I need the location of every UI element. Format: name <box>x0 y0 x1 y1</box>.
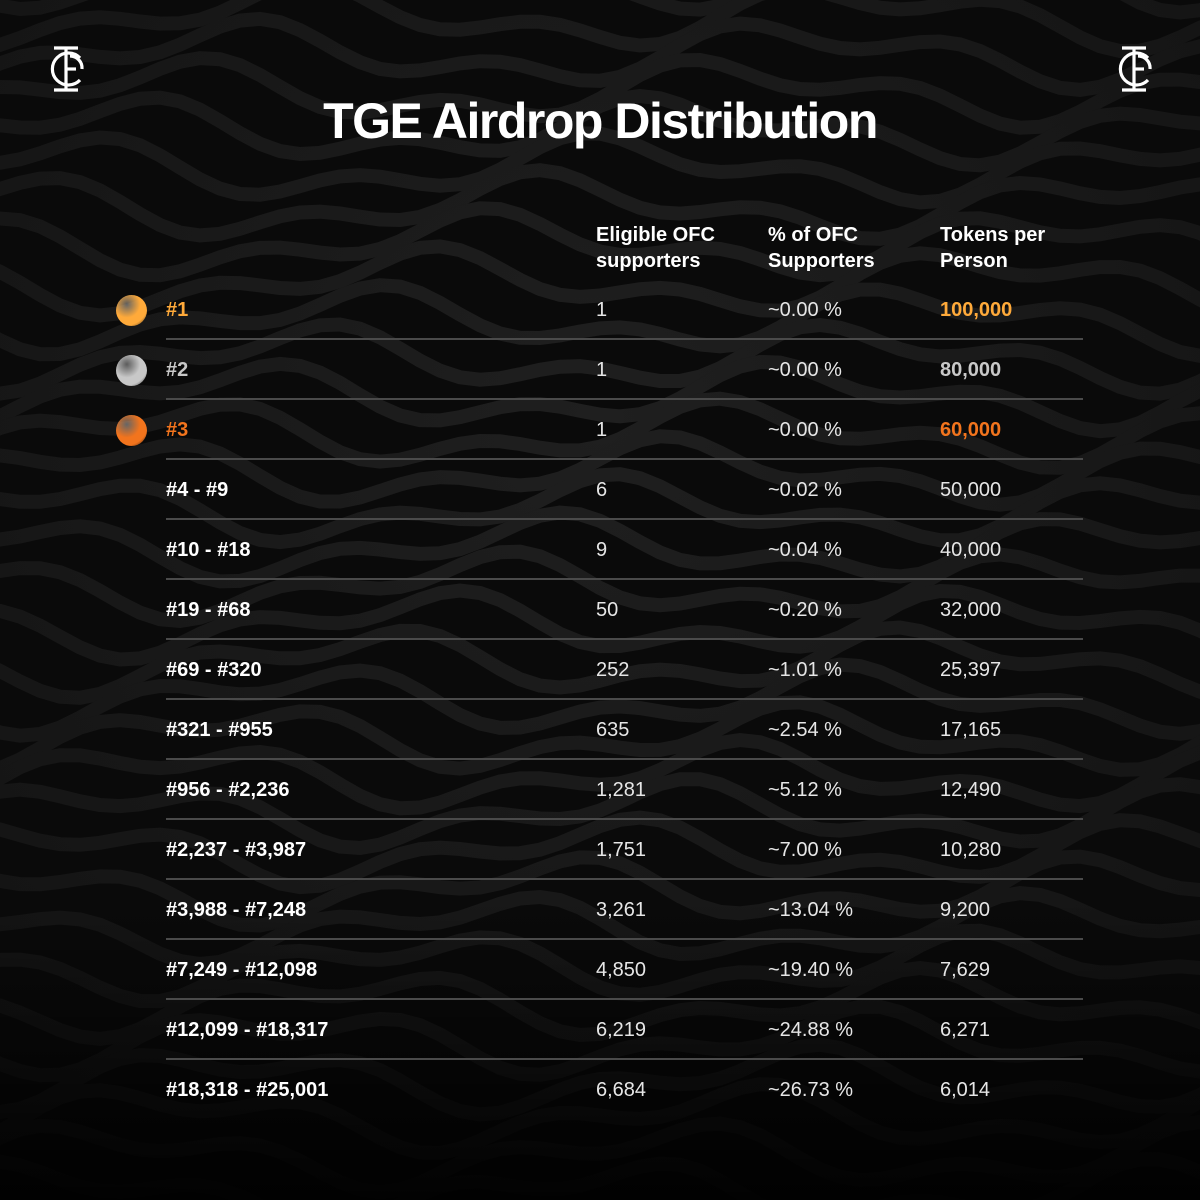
tokens-cell: 10,280 <box>940 839 1002 861</box>
row-divider <box>166 578 1083 580</box>
row-divider <box>166 938 1083 940</box>
rank-cell: #4 - #9 <box>166 479 229 501</box>
rank-cell: #10 - #18 <box>166 539 251 561</box>
percent-cell: ~0.02 % <box>768 479 842 501</box>
tokens-cell: 100,000 <box>940 299 1013 321</box>
row-divider <box>166 998 1083 1000</box>
tokens-cell: 50,000 <box>940 479 1002 501</box>
tokens-cell: 60,000 <box>940 419 1002 441</box>
row-divider <box>166 758 1083 760</box>
percent-cell: ~2.54 % <box>768 719 842 741</box>
table-row: #321 - #955 635 ~2.54 % 17,165 <box>0 700 1200 760</box>
column-header-eligible: Eligible OFC supporters <box>596 224 715 272</box>
table-row: #69 - #320 252 ~1.01 % 25,397 <box>0 640 1200 700</box>
eligible-cell: 6,684 <box>596 1079 647 1101</box>
rank-cell: #956 - #2,236 <box>166 779 290 801</box>
bronze-medal-icon <box>116 415 147 446</box>
column-header-percent: % of OFC Supporters <box>768 224 875 272</box>
eligible-cell: 1 <box>596 299 608 321</box>
percent-cell: ~19.40 % <box>768 959 854 981</box>
rank-cell: #69 - #320 <box>166 659 262 681</box>
rank-cell: #3,988 - #7,248 <box>166 899 307 921</box>
eligible-cell: 1 <box>596 419 608 441</box>
table-row: #4 - #9 6 ~0.02 % 50,000 <box>0 460 1200 520</box>
percent-cell: ~7.00 % <box>768 839 842 861</box>
tokens-cell: 9,200 <box>940 899 991 921</box>
column-header-tokens: Tokens per Person <box>940 224 1046 272</box>
eligible-cell: 635 <box>596 719 630 741</box>
rank-cell: #19 - #68 <box>166 599 251 621</box>
rank-cell: #2,237 - #3,987 <box>166 839 307 861</box>
row-divider <box>166 518 1083 520</box>
tokens-cell: 7,629 <box>940 959 991 981</box>
table-row: #12,099 - #18,317 6,219 ~24.88 % 6,271 <box>0 1000 1200 1060</box>
row-divider <box>166 878 1083 880</box>
tokens-cell: 12,490 <box>940 779 1002 801</box>
row-divider <box>166 818 1083 820</box>
table-header: Eligible OFC supporters % of OFC Support… <box>0 222 1200 282</box>
eligible-cell: 6 <box>596 479 608 501</box>
rank-cell: #12,099 - #18,317 <box>166 1019 329 1041</box>
row-divider <box>166 1058 1083 1060</box>
table-row: #3,988 - #7,248 3,261 ~13.04 % 9,200 <box>0 880 1200 940</box>
table-row: #956 - #2,236 1,281 ~5.12 % 12,490 <box>0 760 1200 820</box>
table-row: #7,249 - #12,098 4,850 ~19.40 % 7,629 <box>0 940 1200 1000</box>
eligible-cell: 3,261 <box>596 899 647 921</box>
percent-cell: ~0.00 % <box>768 359 842 381</box>
gold-medal-icon <box>116 295 147 326</box>
ofc-monogram-icon <box>44 44 88 94</box>
eligible-cell: 6,219 <box>596 1019 647 1041</box>
percent-cell: ~0.00 % <box>768 299 842 321</box>
rank-cell: #2 <box>166 359 189 381</box>
percent-cell: ~24.88 % <box>768 1019 854 1041</box>
rank-cell: #3 <box>166 419 189 441</box>
table-row: #18,318 - #25,001 6,684 ~26.73 % 6,014 <box>0 1060 1200 1120</box>
tokens-cell: 40,000 <box>940 539 1002 561</box>
page-title: TGE Airdrop Distribution <box>323 93 878 149</box>
eligible-cell: 1,281 <box>596 779 647 801</box>
percent-cell: ~13.04 % <box>768 899 854 921</box>
rank-cell: #18,318 - #25,001 <box>166 1079 329 1101</box>
row-divider <box>166 638 1083 640</box>
silver-medal-icon <box>116 355 147 386</box>
table-row: #19 - #68 50 ~0.20 % 32,000 <box>0 580 1200 640</box>
table-row: #2 1 ~0.00 % 80,000 <box>0 340 1200 400</box>
distribution-table: #1 1 ~0.00 % 100,000 #2 1 ~0.00 % 80,000 #3 1 ~0.0… <box>0 280 1200 1120</box>
tokens-cell: 32,000 <box>940 599 1002 621</box>
eligible-cell: 1 <box>596 359 608 381</box>
eligible-cell: 4,850 <box>596 959 647 981</box>
tokens-cell: 25,397 <box>940 659 1002 681</box>
row-divider <box>166 338 1083 340</box>
tokens-cell: 6,271 <box>940 1019 991 1041</box>
eligible-cell: 50 <box>596 599 619 621</box>
percent-cell: ~5.12 % <box>768 779 842 801</box>
rank-cell: #321 - #955 <box>166 719 273 741</box>
tokens-cell: 6,014 <box>940 1079 991 1101</box>
table-row: #10 - #18 9 ~0.04 % 40,000 <box>0 520 1200 580</box>
table-row: #3 1 ~0.00 % 60,000 <box>0 400 1200 460</box>
rank-cell: #7,249 - #12,098 <box>166 959 318 981</box>
eligible-cell: 252 <box>596 659 630 681</box>
eligible-cell: 9 <box>596 539 608 561</box>
table-row: #2,237 - #3,987 1,751 ~7.00 % 10,280 <box>0 820 1200 880</box>
percent-cell: ~0.20 % <box>768 599 842 621</box>
percent-cell: ~26.73 % <box>768 1079 854 1101</box>
rank-cell: #1 <box>166 299 189 321</box>
percent-cell: ~0.04 % <box>768 539 842 561</box>
eligible-cell: 1,751 <box>596 839 647 861</box>
percent-cell: ~0.00 % <box>768 419 842 441</box>
percent-cell: ~1.01 % <box>768 659 842 681</box>
row-divider <box>166 398 1083 400</box>
tokens-cell: 80,000 <box>940 359 1002 381</box>
table-row: #1 1 ~0.00 % 100,000 <box>0 280 1200 340</box>
ofc-monogram-icon <box>1112 44 1156 94</box>
row-divider <box>166 698 1083 700</box>
tokens-cell: 17,165 <box>940 719 1002 741</box>
row-divider <box>166 458 1083 460</box>
